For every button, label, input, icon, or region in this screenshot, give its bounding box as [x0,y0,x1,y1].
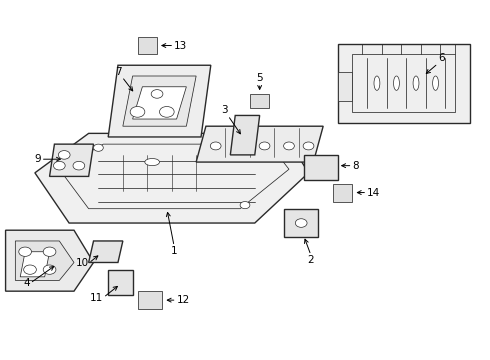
Polygon shape [59,144,289,209]
Circle shape [259,142,270,150]
Circle shape [284,142,294,150]
Circle shape [159,107,174,117]
Circle shape [24,265,36,274]
Ellipse shape [145,158,159,166]
Circle shape [19,247,31,256]
Polygon shape [352,54,455,112]
Ellipse shape [374,76,380,90]
Circle shape [235,142,245,150]
Circle shape [43,265,56,274]
Circle shape [53,161,65,170]
Text: 6: 6 [438,53,444,63]
Circle shape [210,142,221,150]
Ellipse shape [393,76,399,90]
Circle shape [303,142,314,150]
Polygon shape [49,144,94,176]
Polygon shape [89,241,123,262]
Polygon shape [15,241,74,280]
Text: 9: 9 [34,154,41,164]
Polygon shape [35,134,309,223]
Polygon shape [133,87,186,119]
Text: 14: 14 [367,188,380,198]
Circle shape [73,161,85,170]
Text: 8: 8 [352,161,359,171]
Polygon shape [250,94,270,108]
Text: 10: 10 [75,258,89,268]
Circle shape [151,90,163,98]
Circle shape [240,202,250,209]
Polygon shape [138,291,162,309]
Ellipse shape [413,76,419,90]
Text: 13: 13 [174,41,187,50]
Text: 7: 7 [115,67,122,77]
Polygon shape [108,270,133,295]
Polygon shape [338,72,352,101]
Polygon shape [138,37,157,54]
Polygon shape [5,230,94,291]
Circle shape [295,219,307,227]
Text: 12: 12 [176,295,190,305]
Circle shape [43,247,56,256]
Polygon shape [20,252,49,277]
Text: 11: 11 [90,293,103,303]
Text: 3: 3 [221,105,228,116]
Circle shape [58,150,70,159]
Text: 5: 5 [256,73,263,83]
Polygon shape [338,44,470,123]
Ellipse shape [433,76,439,90]
Polygon shape [123,76,196,126]
Text: 4: 4 [24,278,30,288]
Circle shape [130,107,145,117]
Polygon shape [196,126,323,162]
Text: 2: 2 [308,255,314,265]
Polygon shape [333,184,352,202]
Polygon shape [284,209,318,237]
Text: 1: 1 [171,246,177,256]
Polygon shape [304,155,338,180]
Polygon shape [108,65,211,137]
Circle shape [94,144,103,151]
Polygon shape [230,116,260,155]
